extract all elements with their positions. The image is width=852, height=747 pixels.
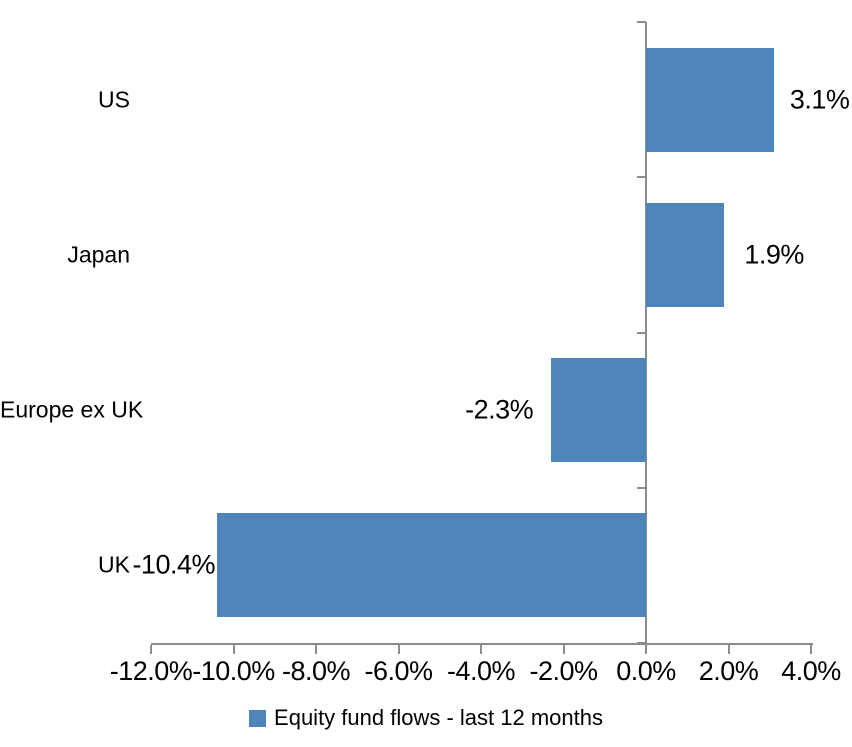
x-axis-tick-label: 2.0% bbox=[698, 656, 759, 686]
legend-label: Equity fund flows - last 12 months bbox=[274, 705, 603, 730]
category-label-us: US bbox=[98, 86, 130, 113]
legend: Equity fund flows - last 12 months bbox=[0, 705, 852, 731]
category-axis-line bbox=[645, 22, 647, 645]
x-axis-tick bbox=[727, 645, 730, 654]
x-axis-tick bbox=[150, 645, 152, 654]
x-axis-tick-label: 0.0% bbox=[616, 656, 676, 686]
bar-japan bbox=[646, 202, 725, 307]
data-label-japan: 1.9% bbox=[744, 239, 804, 270]
category-axis-tick bbox=[637, 642, 646, 644]
category-axis-tick bbox=[637, 176, 646, 179]
x-axis-tick-label: -8.0% bbox=[281, 656, 351, 686]
x-axis-tick bbox=[232, 645, 235, 654]
x-axis-tick bbox=[810, 645, 812, 654]
data-label-europe-ex-uk: -2.3% bbox=[465, 394, 534, 425]
x-axis-tick-label: -12.0% bbox=[109, 656, 193, 686]
bar-europe-ex-uk bbox=[551, 358, 646, 463]
x-axis-tick bbox=[315, 645, 317, 654]
x-axis-tick-label: -6.0% bbox=[364, 656, 433, 686]
bar-us bbox=[646, 47, 774, 152]
x-axis-tick-label: 4.0% bbox=[781, 656, 841, 686]
x-axis-tick-label: -4.0% bbox=[446, 656, 516, 686]
category-label-europe-ex-uk: Europe ex UK bbox=[0, 396, 144, 423]
category-axis-tick bbox=[637, 21, 646, 23]
category-label-japan: Japan bbox=[67, 241, 130, 268]
value-axis-line bbox=[151, 643, 813, 645]
x-axis-tick bbox=[562, 645, 565, 654]
bar-uk bbox=[217, 513, 646, 618]
x-axis-tick-label: -10.0% bbox=[192, 656, 275, 686]
x-axis-tick bbox=[645, 645, 647, 654]
category-axis-tick bbox=[637, 331, 646, 334]
x-axis-tick-label: -2.0% bbox=[529, 656, 598, 686]
category-axis-tick bbox=[637, 486, 646, 489]
legend-swatch-icon bbox=[249, 709, 267, 727]
x-axis-tick bbox=[397, 645, 400, 654]
data-label-us: 3.1% bbox=[789, 84, 850, 115]
data-label-uk: -10.4% bbox=[132, 549, 215, 580]
x-axis-tick bbox=[480, 645, 482, 654]
category-label-uk: UK bbox=[98, 551, 130, 578]
